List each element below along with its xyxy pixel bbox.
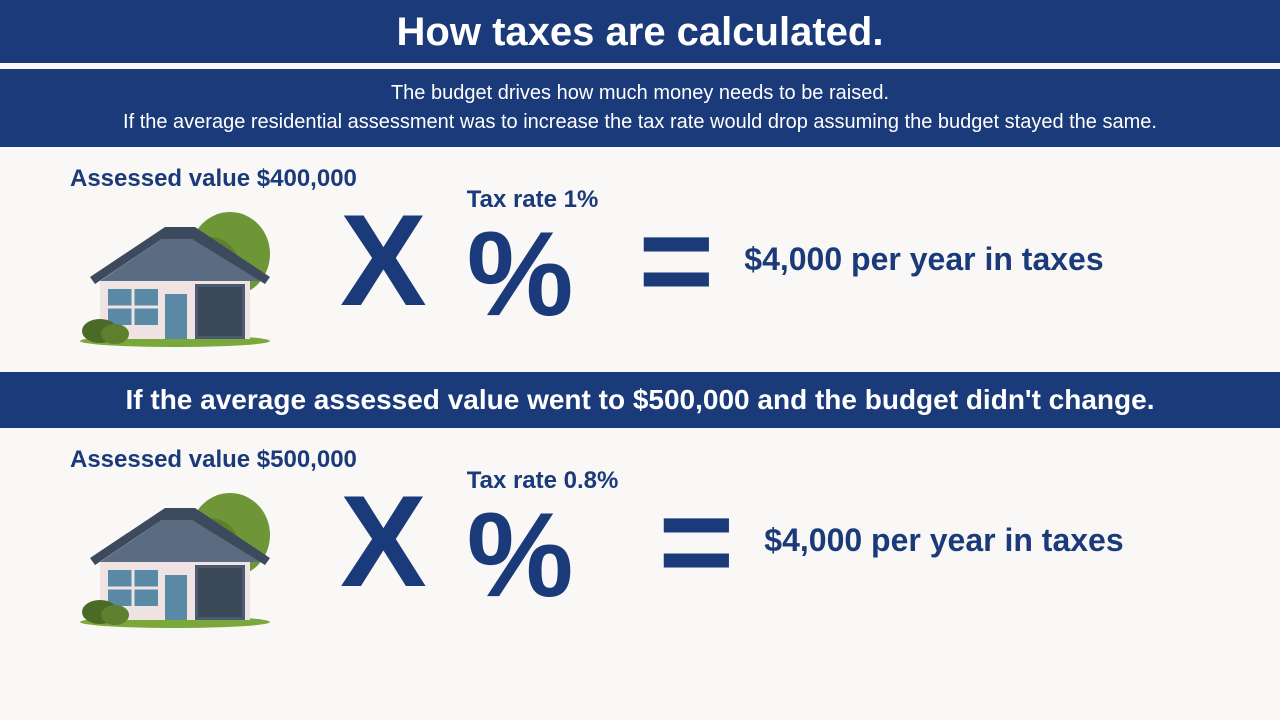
- result-text-2: $4,000 per year in taxes: [764, 522, 1123, 559]
- house-block-2: Assessed value $500,000: [70, 446, 300, 635]
- scenario-band: If the average assessed value went to $5…: [0, 372, 1280, 428]
- assessed-value-label-1: Assessed value $400,000: [70, 165, 300, 193]
- scenario-1-row: Assessed value $400,000 X Tax rate 1% % …: [0, 147, 1280, 372]
- subtitle-bar: The budget drives how much money needs t…: [0, 69, 1280, 147]
- percent-symbol: %: [467, 214, 599, 334]
- rate-block-1: Tax rate 1% %: [467, 186, 599, 334]
- times-symbol: X: [340, 476, 427, 606]
- house-icon: [70, 199, 280, 349]
- scenario-2-row: Assessed value $500,000 X Tax rate 0.8% …: [0, 428, 1280, 653]
- subtitle-line-1: The budget drives how much money needs t…: [391, 82, 889, 104]
- scenario-band-text: If the average assessed value went to $5…: [126, 384, 1155, 415]
- title-bar: How taxes are calculated.: [0, 0, 1280, 63]
- equals-block-1: = $4,000 per year in taxes: [638, 195, 1103, 325]
- house-block-1: Assessed value $400,000: [70, 165, 300, 354]
- assessed-value-label-2: Assessed value $500,000: [70, 446, 300, 474]
- subtitle-line-2: If the average residential assessment wa…: [123, 111, 1157, 133]
- percent-symbol: %: [467, 495, 619, 615]
- result-text-1: $4,000 per year in taxes: [744, 241, 1103, 278]
- times-symbol: X: [340, 195, 427, 325]
- equals-block-2: = $4,000 per year in taxes: [658, 476, 1123, 606]
- rate-block-2: Tax rate 0.8% %: [467, 467, 619, 615]
- house-icon: [70, 480, 280, 630]
- equals-symbol: =: [658, 476, 734, 606]
- equals-symbol: =: [638, 195, 714, 325]
- page-title: How taxes are calculated.: [397, 10, 884, 54]
